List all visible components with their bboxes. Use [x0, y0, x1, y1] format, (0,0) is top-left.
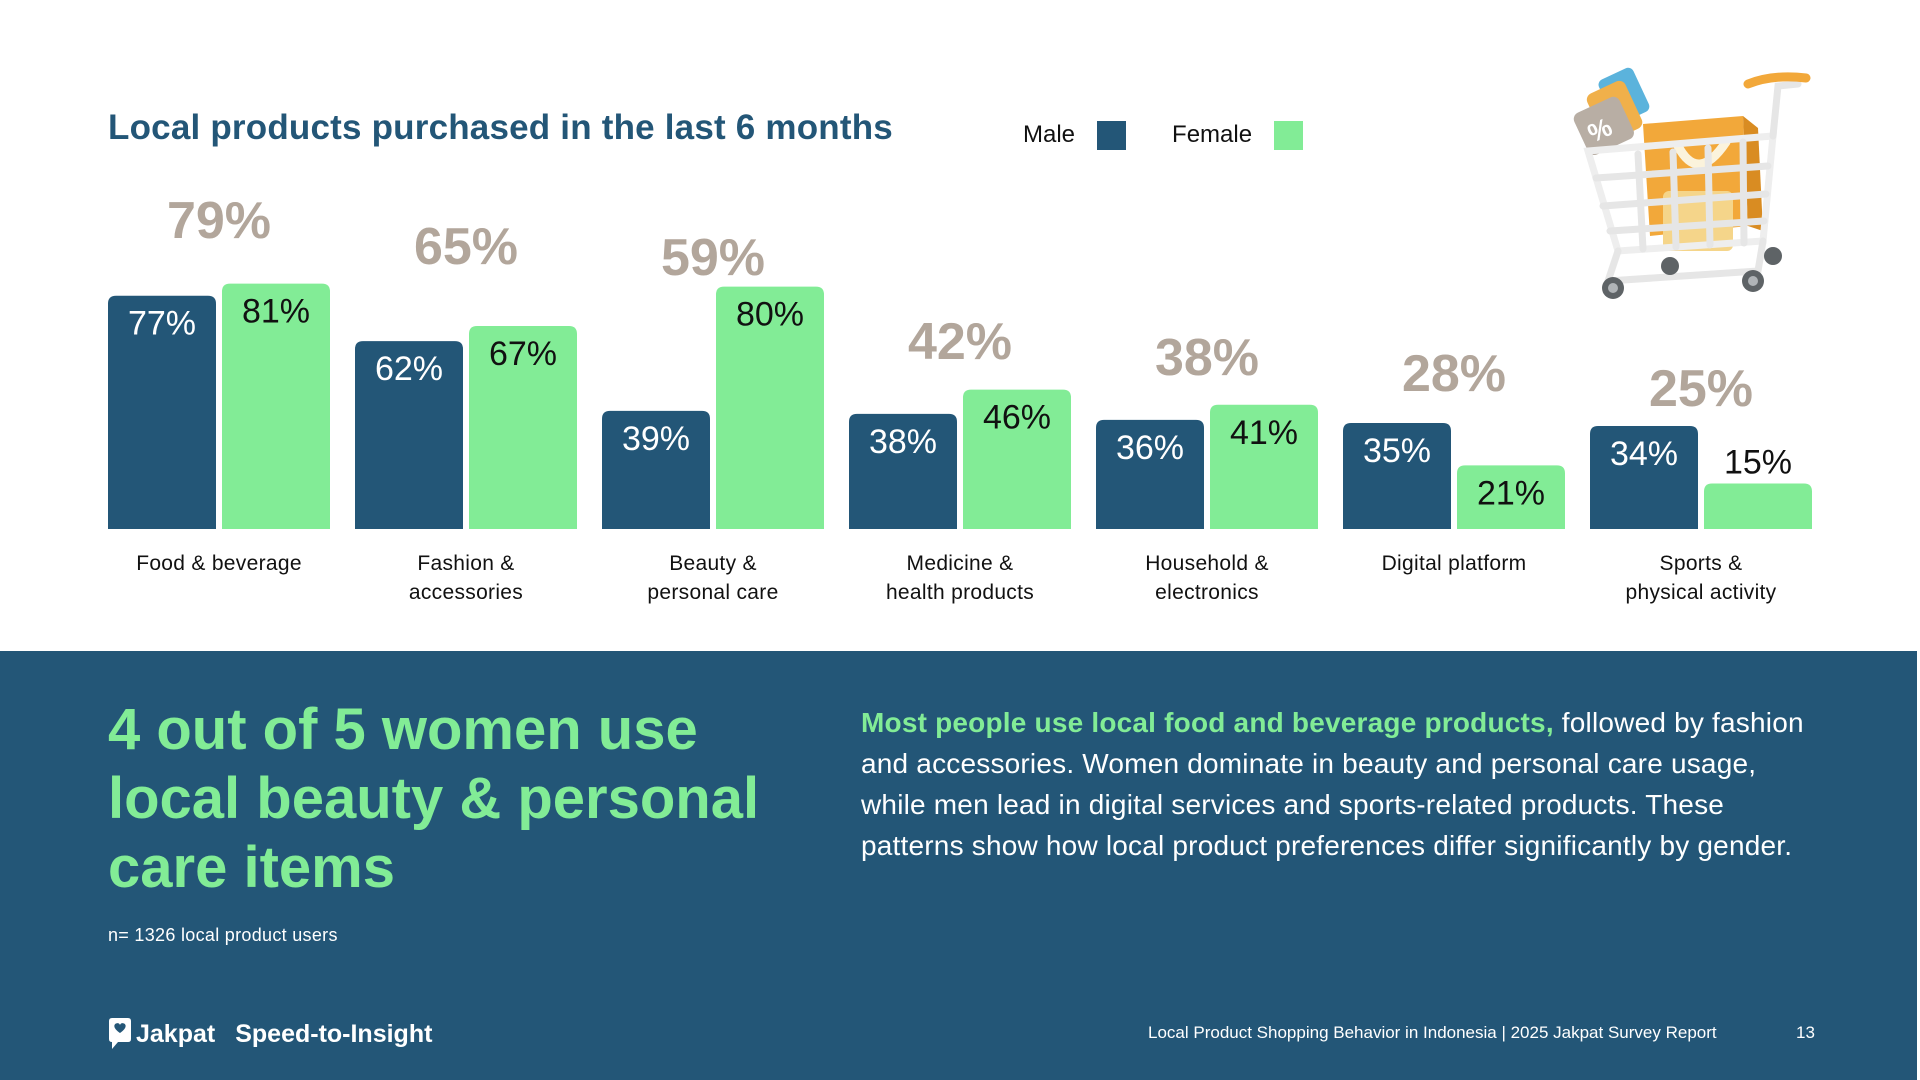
legend-swatch-female	[1274, 120, 1304, 150]
total-value-label: 79%	[167, 192, 271, 250]
brand-tagline: Speed-to-Insight	[235, 1019, 433, 1048]
category-label: Digital platform	[1382, 552, 1527, 575]
category-label: physical activity	[1626, 581, 1777, 604]
total-value-label: 59%	[661, 229, 765, 287]
bar-value-label-male: 36%	[1116, 429, 1184, 467]
category-label: electronics	[1155, 581, 1259, 604]
bar-value-label-female: 15%	[1724, 444, 1792, 482]
bar-female	[1210, 404, 1318, 529]
bar-value-label-female: 21%	[1477, 474, 1545, 512]
shopping-cart-icon: %	[1573, 67, 1811, 299]
total-value-label: 38%	[1155, 329, 1259, 387]
bar-female	[1704, 483, 1812, 529]
legend-item-male: Male	[1023, 120, 1127, 150]
bar-value-label-female: 41%	[1230, 414, 1298, 452]
total-value-label: 25%	[1649, 360, 1753, 418]
chart-title: Local products purchased in the last 6 m…	[108, 108, 893, 147]
category-label: accessories	[409, 581, 523, 604]
legend-label-male: Male	[1023, 121, 1076, 148]
insight-panel	[0, 651, 1917, 1080]
summary-lead: Most people use local food and beverage …	[861, 707, 1554, 738]
total-value-label: 65%	[414, 218, 518, 276]
bar-male	[1343, 422, 1451, 529]
bar-male	[849, 413, 957, 529]
bar-female	[1457, 465, 1565, 529]
category-label: Fashion &	[417, 552, 514, 575]
bar-value-label-female: 46%	[983, 399, 1051, 437]
category-label: Food & beverage	[136, 552, 302, 575]
bar-value-label-male: 62%	[375, 350, 443, 388]
bar-male	[602, 410, 710, 529]
legend-label-female: Female	[1172, 121, 1253, 148]
sample-size-note: n= 1326 local product users	[108, 925, 338, 945]
bar-female	[222, 283, 330, 529]
page-number: 13	[1796, 1023, 1815, 1042]
report-title: Local Product Shopping Behavior in Indon…	[1148, 1023, 1717, 1042]
category-label: Medicine &	[907, 552, 1014, 575]
bar-male	[1590, 425, 1698, 529]
category-label: Household &	[1145, 552, 1269, 575]
jakpat-logo-icon	[109, 1018, 131, 1049]
category-label: Beauty &	[669, 552, 757, 575]
category-label: Sports &	[1660, 552, 1743, 575]
insight-summary: Most people use local food and beverage …	[861, 702, 1821, 866]
grouped-bar-chart: 77% 81% 79% Food & beverage 62% 67% 65% Fashion…	[108, 192, 1812, 604]
bar-female	[963, 389, 1071, 529]
category-label: health products	[886, 581, 1034, 604]
summary-body: followed by fashion and accessories. Wom…	[861, 707, 1804, 861]
bar-male	[355, 341, 463, 529]
bar-male	[108, 295, 216, 529]
bar-male	[1096, 419, 1204, 529]
bar-value-label-female: 67%	[489, 335, 557, 373]
insight-headline: 4 out of 5 women use local beauty & pers…	[108, 697, 760, 900]
bar-value-label-female: 81%	[242, 293, 310, 331]
category-label: personal care	[647, 581, 778, 604]
bar-value-label-male: 38%	[869, 423, 937, 461]
brand-name: Jakpat	[136, 1019, 216, 1048]
legend-item-female: Female	[1172, 120, 1304, 150]
chart-legend: Male Female	[1023, 120, 1349, 150]
bar-value-label-male: 34%	[1610, 435, 1678, 473]
bar-value-label-male: 77%	[128, 305, 196, 343]
bar-value-label-male: 39%	[622, 420, 690, 458]
bar-female	[716, 286, 824, 529]
bar-value-label-male: 35%	[1363, 432, 1431, 470]
total-value-label: 42%	[908, 313, 1012, 371]
bar-value-label-female: 80%	[736, 296, 804, 334]
brand-footer: Jakpat Speed-to-Insight	[108, 1016, 432, 1052]
bar-female	[469, 325, 577, 529]
total-value-label: 28%	[1402, 345, 1506, 403]
legend-swatch-male	[1097, 120, 1127, 150]
